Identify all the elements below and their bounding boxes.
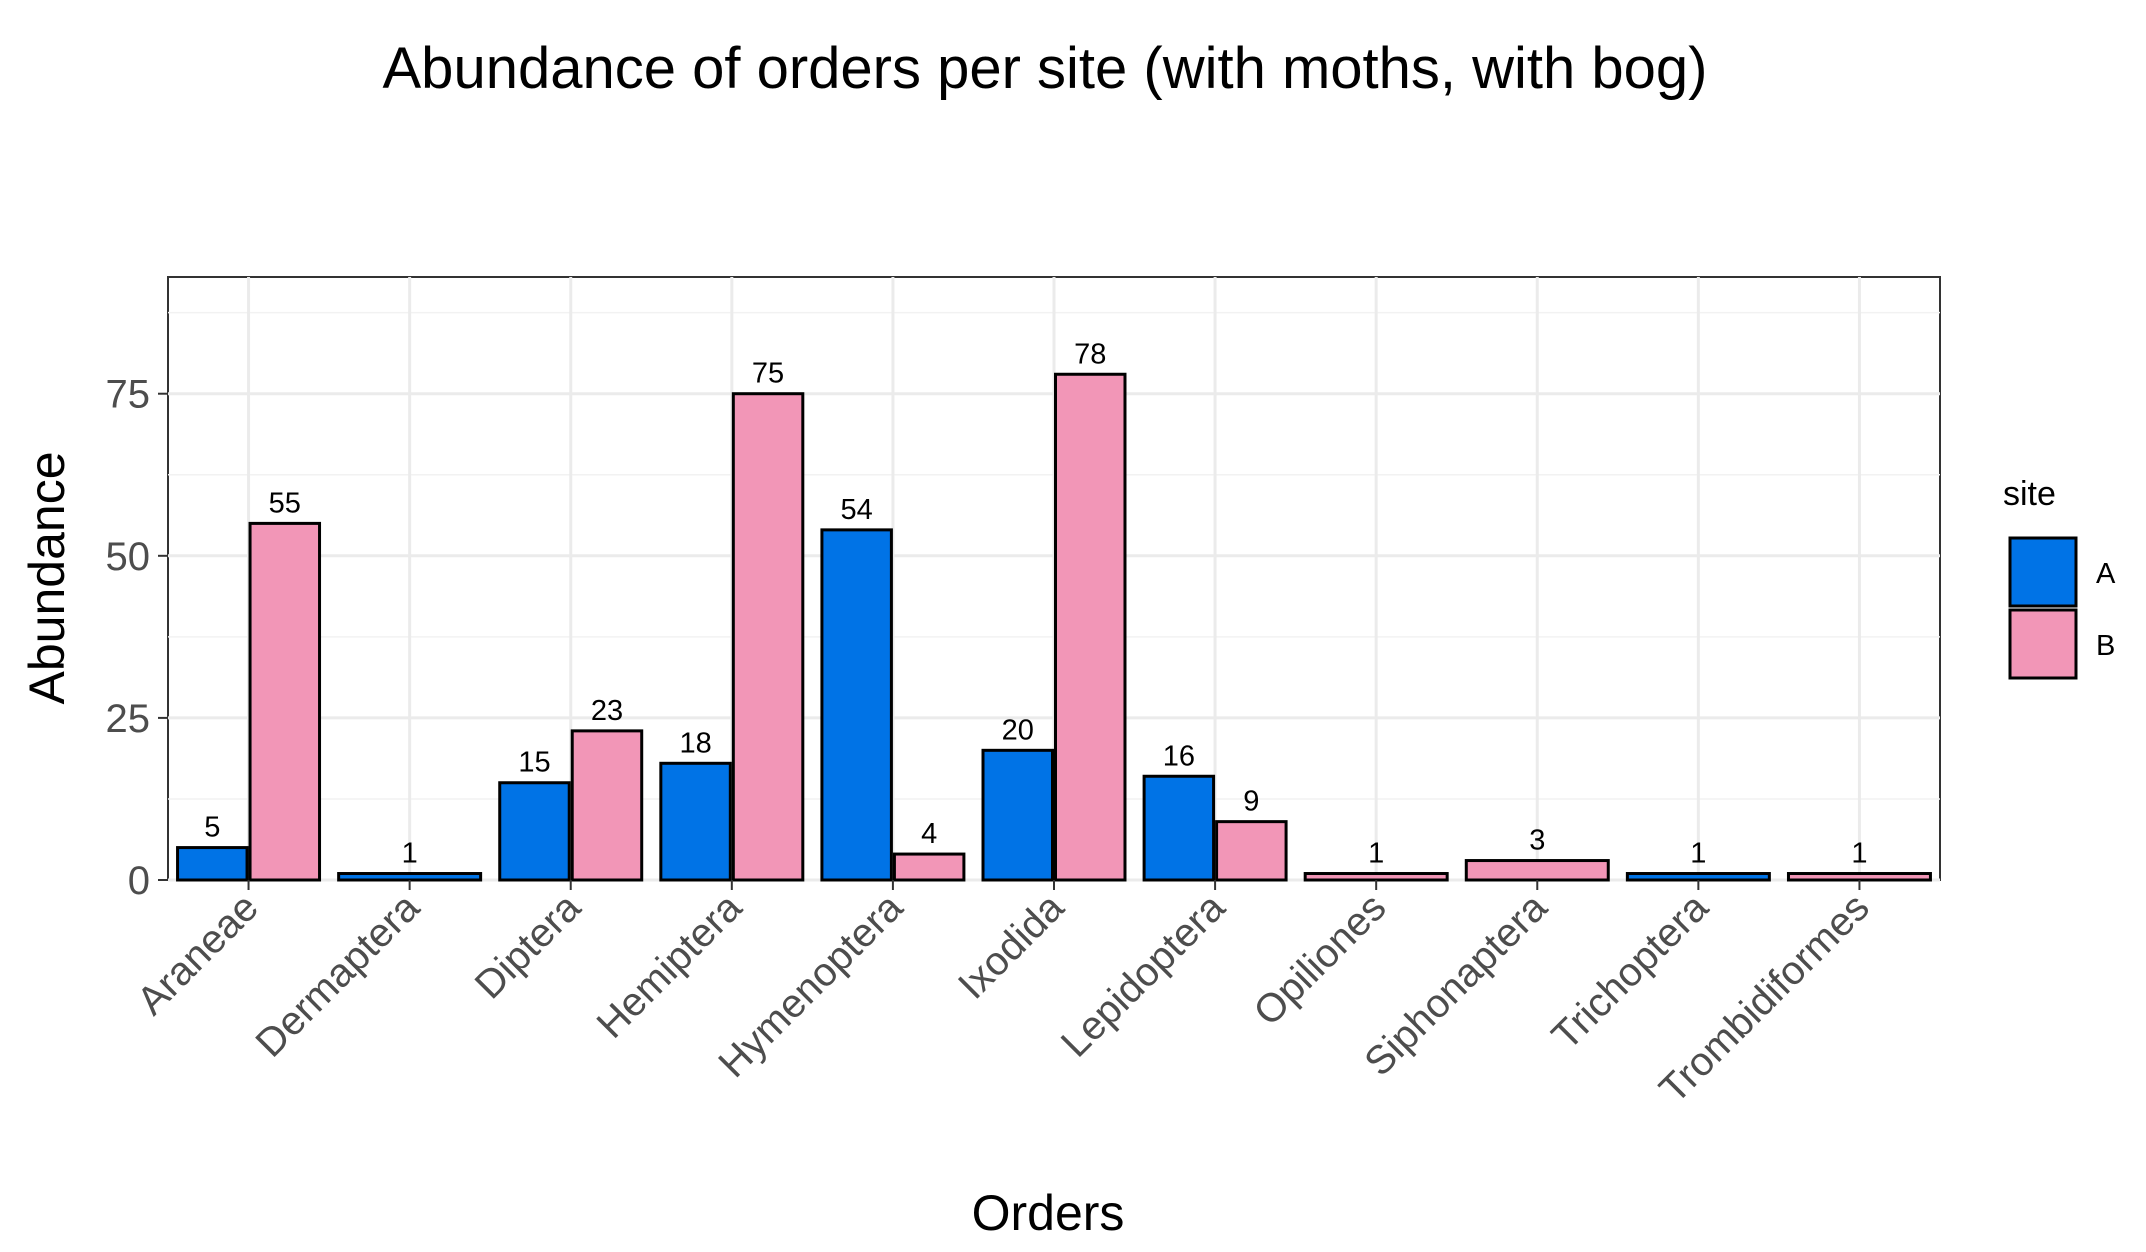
bar-lepidoptera-b [1215, 820, 1288, 882]
x-tick-label: Araneae [129, 885, 267, 1023]
y-tick-label: 75 [106, 373, 151, 417]
data-label: 3 [1529, 825, 1545, 857]
bar-hemiptera-b [731, 392, 805, 882]
data-label: 75 [752, 358, 784, 390]
y-axis: 0 25 50 75 [106, 373, 168, 903]
chart-title: Abundance of orders per site (with moths… [383, 36, 1708, 101]
data-label: 16 [1163, 740, 1195, 772]
data-label: 55 [269, 487, 301, 519]
data-label: 15 [518, 747, 550, 779]
y-tick-label: 25 [106, 697, 151, 741]
x-tick-label: Hemiptera [589, 885, 751, 1047]
bar-lepidoptera-a [1142, 774, 1216, 882]
x-tick-label: Lepidoptera [1053, 885, 1234, 1066]
bar-diptera-b [570, 729, 644, 882]
legend: site A B [2003, 475, 2116, 680]
bar-siphonaptera-b [1464, 859, 1610, 882]
bar-diptera-a [498, 781, 571, 882]
x-tick-label: Ixodida [950, 885, 1073, 1008]
legend-label: B [2096, 630, 2115, 662]
legend-key-b [2008, 608, 2078, 680]
x-axis-title: Orders [972, 1185, 1125, 1241]
bar-hymenoptera-a [820, 528, 893, 882]
data-label: 4 [921, 818, 937, 850]
data-label: 78 [1074, 338, 1106, 370]
data-label: 1 [1851, 838, 1867, 870]
x-tick-label: Diptera [467, 885, 590, 1008]
data-label: 9 [1243, 786, 1259, 818]
data-label: 1 [1690, 838, 1706, 870]
bars [176, 372, 1932, 882]
bar-trombidiformes-b [1786, 872, 1932, 882]
legend-label: A [2096, 558, 2116, 590]
data-label: 1 [1368, 838, 1384, 870]
bar-araneae-b [248, 521, 322, 882]
data-label: 20 [1002, 714, 1034, 746]
data-label: 5 [204, 812, 220, 844]
bar-hemiptera-a [659, 761, 732, 882]
grid-lines [168, 277, 1940, 882]
bar-dermaptera-a [337, 872, 483, 882]
y-axis-title: Abundance [19, 451, 75, 704]
x-tick-label: Trichoptera [1544, 885, 1718, 1059]
x-tick-label: Opiliones [1246, 885, 1395, 1034]
bar-ixodida-a [981, 748, 1054, 882]
x-tick-label: Dermaptera [248, 885, 429, 1066]
y-tick-label: 0 [128, 859, 150, 903]
data-label: 18 [679, 727, 711, 759]
data-label: 1 [402, 838, 418, 870]
bar-opiliones-b [1303, 872, 1449, 882]
bar-trichoptera-a [1625, 872, 1771, 882]
bar-araneae-a [176, 846, 249, 882]
bar-ixodida-b [1054, 372, 1127, 882]
bar-hymenoptera-b [892, 852, 966, 882]
data-label: 54 [841, 494, 873, 526]
y-tick-label: 50 [106, 535, 151, 579]
legend-key-a [2008, 536, 2078, 608]
data-label: 23 [591, 695, 623, 727]
legend-title: site [2003, 475, 2056, 513]
